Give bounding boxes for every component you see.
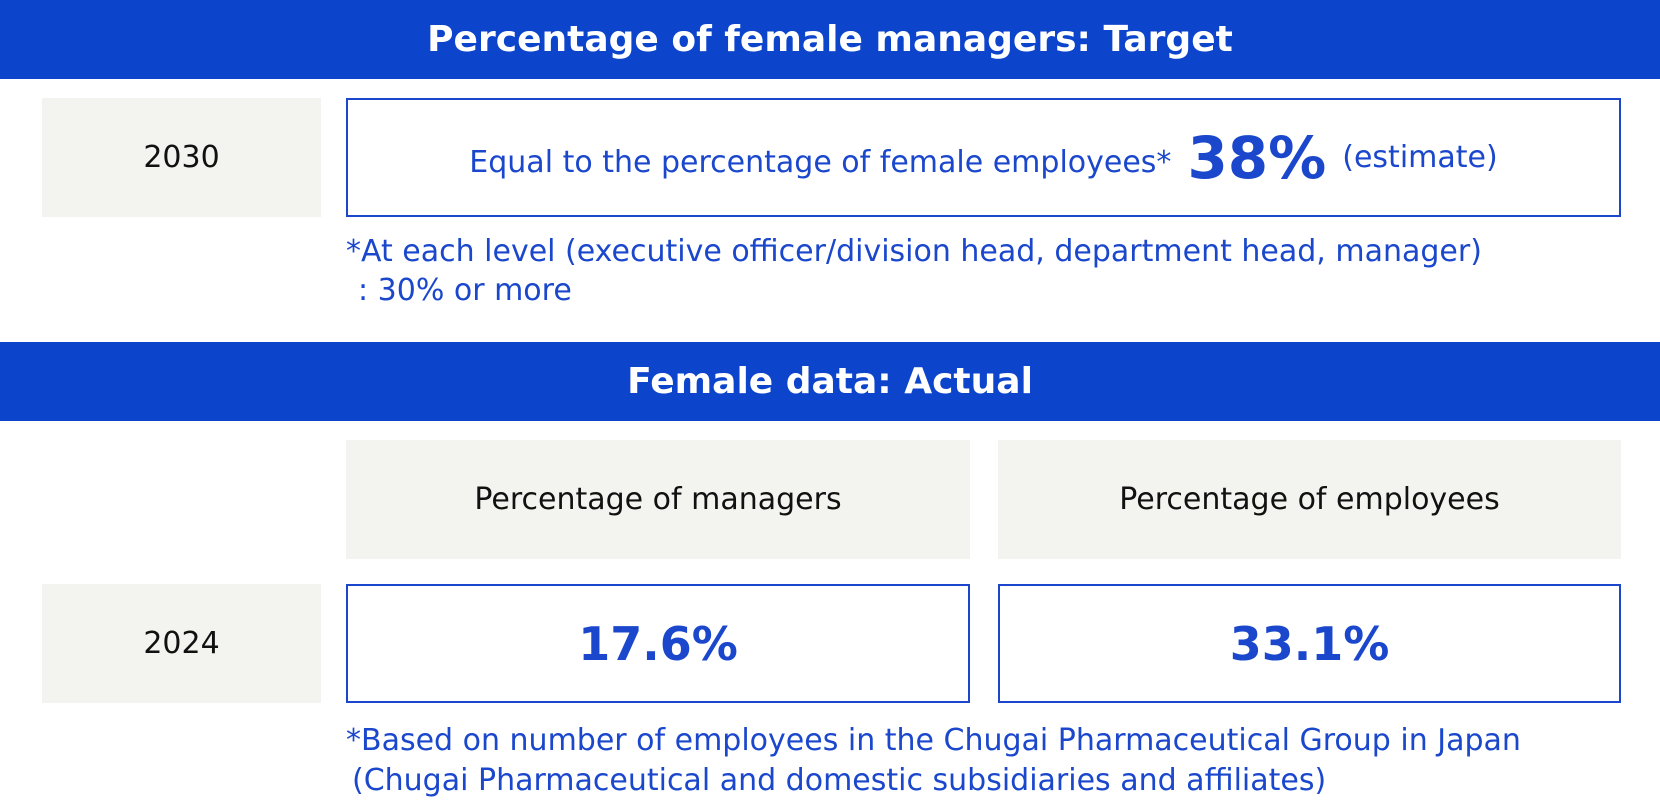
year-label: 2024 [42,584,321,703]
value-cell: 33.1% [998,584,1621,703]
target-note: : 30% or more [358,273,572,308]
column-header: Percentage of managers [346,440,970,559]
target-note: *At each level (executive officer/divisi… [346,234,1482,269]
section-title: Percentage of female managers: Target [0,0,1660,79]
year-label: 2030 [42,98,321,217]
section-title: Female data: Actual [0,342,1660,421]
target-box: Equal to the percentage of female employ… [346,98,1621,217]
column-header: Percentage of employees [998,440,1621,559]
target-value: 38% [1187,123,1327,192]
target-qualifier: (estimate) [1342,140,1498,175]
value-cell: 17.6% [346,584,970,703]
target-text: Equal to the percentage of female employ… [469,145,1172,180]
actual-note: (Chugai Pharmaceutical and domestic subs… [352,763,1327,798]
actual-note: *Based on number of employees in the Chu… [346,723,1521,758]
